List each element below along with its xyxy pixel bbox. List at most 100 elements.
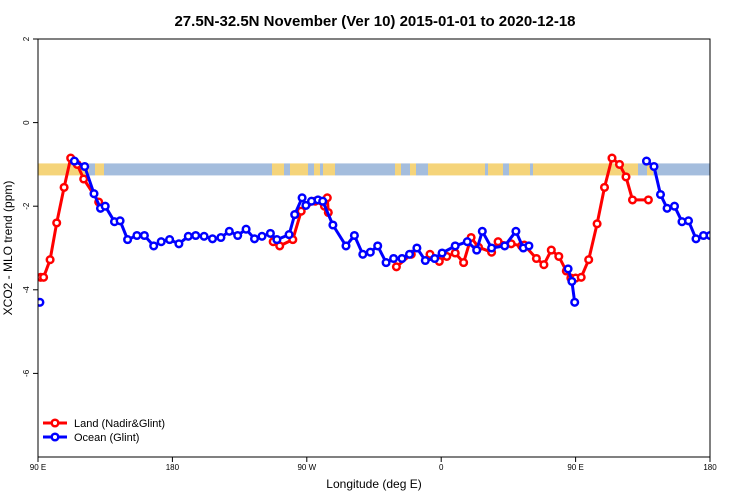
strip-segment [221, 163, 224, 176]
strip-segment [341, 163, 344, 176]
strip-segment [488, 163, 491, 176]
strip-segment [440, 163, 443, 176]
strip-segment [248, 163, 251, 176]
strip-segment [125, 163, 128, 176]
strip-segment [425, 163, 428, 176]
strip-segment [104, 163, 107, 176]
strip-segment [680, 163, 683, 176]
strip-segment [596, 163, 599, 176]
strip-segment [149, 163, 152, 176]
data-point [284, 230, 294, 240]
strip-segment [278, 163, 281, 176]
strip-segment [632, 163, 635, 176]
data-point [493, 237, 503, 247]
data-point [450, 241, 460, 251]
strip-segment [317, 163, 320, 176]
data-point [149, 241, 159, 251]
data-point [669, 201, 680, 211]
data-point [584, 255, 594, 265]
strip-segment [671, 163, 674, 176]
strip-segment [707, 163, 710, 176]
strip-segment [566, 163, 569, 176]
data-point [381, 258, 391, 268]
strip-segment [365, 163, 368, 176]
strip-segment [302, 163, 305, 176]
strip-segment [434, 163, 437, 176]
y-tick-label: -2 [22, 202, 31, 210]
data-point [437, 248, 447, 258]
strip-segment [272, 163, 275, 176]
y-tick-label: -6 [22, 369, 31, 377]
strip-segment [626, 163, 629, 176]
y-tick-label: -4 [22, 286, 31, 294]
strip-segment [176, 163, 179, 176]
data-point [662, 203, 672, 213]
data-point [570, 297, 580, 307]
strip-segment [164, 163, 167, 176]
strip-segment [683, 163, 686, 176]
strip-segment [131, 163, 134, 176]
strip-segment [233, 163, 236, 176]
strip-segment [281, 163, 284, 176]
strip-segment [173, 163, 176, 176]
data-point [249, 234, 260, 244]
strip-segment [443, 163, 446, 176]
strip-segment [218, 163, 221, 176]
strip-segment [335, 163, 338, 176]
strip-segment [536, 163, 539, 176]
strip-segment [140, 163, 143, 176]
data-point [233, 230, 243, 241]
strip-segment [452, 163, 455, 176]
strip-segment [656, 163, 659, 176]
strip-segment [167, 163, 170, 176]
strip-segment [689, 163, 692, 176]
strip-segment [470, 163, 473, 176]
plot-frame [37, 38, 711, 458]
strip-segment [395, 163, 398, 176]
strip-segment [257, 163, 260, 176]
data-point [397, 253, 407, 264]
data-point [139, 230, 149, 241]
x-tick-label: 90 W [297, 463, 316, 472]
strip-segment [479, 163, 482, 176]
data-point [79, 174, 89, 184]
strip-segment [158, 163, 161, 176]
strip-segment [71, 163, 74, 176]
strip-segment [251, 163, 254, 176]
strip-segment [185, 163, 188, 176]
strip-segment [524, 163, 527, 176]
strip-segment [419, 163, 422, 176]
strip-segment [89, 163, 92, 176]
strip-segment [287, 163, 290, 176]
data-point [115, 216, 125, 226]
data-point [183, 231, 193, 241]
strip-segment [338, 163, 341, 176]
strip-segment [161, 163, 164, 176]
strip-segment [332, 163, 335, 176]
strip-segment [500, 163, 503, 176]
strip-segment [74, 163, 77, 176]
strip-segment [92, 163, 95, 176]
strip-segment [371, 163, 374, 176]
data-point [45, 255, 55, 265]
data-point [301, 200, 311, 210]
strip-segment [644, 163, 647, 176]
strip-segment [392, 163, 395, 176]
strip-segment [407, 163, 410, 176]
data-point [599, 182, 610, 192]
strip-segment [662, 163, 665, 176]
data-point [649, 161, 659, 172]
data-point [199, 231, 209, 241]
data-point [614, 159, 625, 169]
strip-segment [179, 163, 182, 176]
strip-segment [677, 163, 680, 176]
data-point [265, 228, 275, 238]
data-point [358, 249, 368, 259]
strip-segment [170, 163, 173, 176]
data-point [683, 216, 694, 226]
strip-segment [56, 163, 59, 176]
strip-segment [212, 163, 215, 176]
strip-segment [509, 163, 512, 176]
data-point [691, 234, 701, 244]
